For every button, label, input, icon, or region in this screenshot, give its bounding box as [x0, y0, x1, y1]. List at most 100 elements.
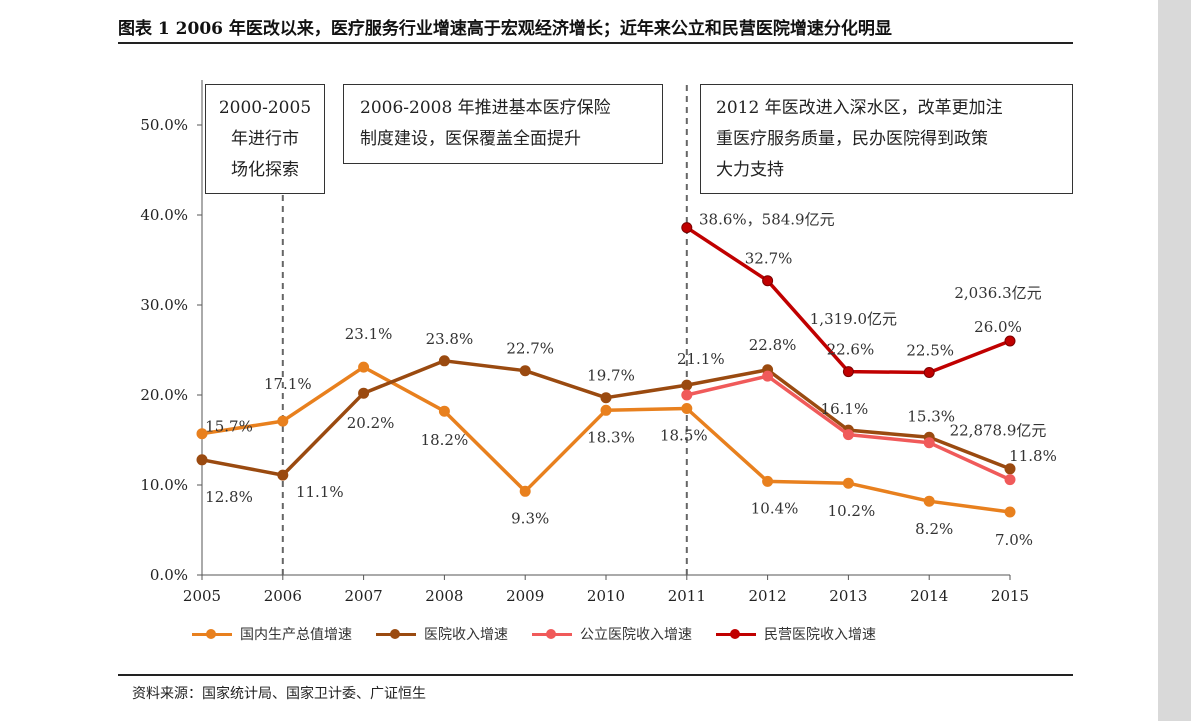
legend-swatch-public: [530, 627, 574, 641]
top-rule: [118, 42, 1073, 44]
data-label-private: 38.6%，584.9亿元: [699, 211, 835, 229]
data-label-gdp: 18.5%: [660, 427, 708, 445]
data-label-gdp: 7.0%: [995, 531, 1033, 549]
data-point-hospital: [196, 454, 208, 466]
data-point-hospital: [277, 469, 289, 481]
data-point-gdp: [762, 475, 774, 487]
x-tick-label: 2007: [345, 587, 383, 605]
data-label-hospital: 20.2%: [347, 414, 395, 432]
y-tick-label: 40.0%: [140, 206, 188, 224]
legend-label-private: 民营医院收入增速: [764, 627, 876, 643]
data-label-public: 22,878.9亿元: [950, 422, 1047, 440]
data-point-hospital: [358, 387, 370, 399]
legend-swatch-private: [714, 627, 758, 641]
data-label-gdp: 10.4%: [751, 499, 799, 517]
annotation-deep-reform: 2012 年医改进入深水区，改革更加注 重医疗服务质量，民办医院得到政策 大力支…: [700, 84, 1073, 194]
legend-label-hospital: 医院收入增速: [424, 627, 508, 643]
data-label-hospital: 12.8%: [205, 488, 253, 506]
data-label-gdp: 9.3%: [511, 509, 549, 527]
value-annotation: 2,036.3亿元: [954, 284, 1041, 302]
data-point-gdp: [600, 404, 612, 416]
annotation-line: 2012 年医改进入深水区，改革更加注: [716, 98, 1003, 118]
annotation-line: 2000-2005: [218, 98, 312, 118]
data-point-gdp: [277, 415, 289, 427]
annotation-insurance-reform: 2006-2008 年推进基本医疗保险 制度建设，医保覆盖全面提升: [343, 84, 663, 164]
data-label-private: 22.6%: [827, 341, 875, 359]
data-label-hospital: 16.1%: [821, 400, 869, 418]
legend-item-hospital: 医院收入增速: [374, 624, 508, 644]
data-label-hospital: 22.7%: [506, 340, 554, 358]
annotation-line: 场化探索: [231, 160, 299, 180]
x-tick-label: 2012: [749, 587, 787, 605]
x-tick-label: 2014: [910, 587, 948, 605]
annotation-line: 重医疗服务质量，民办医院得到政策: [716, 129, 988, 149]
data-point-gdp: [681, 403, 693, 414]
data-point-private: [923, 367, 935, 378]
annotation-line: 制度建设，医保覆盖全面提升: [360, 129, 581, 149]
legend-swatch-gdp: [190, 627, 234, 641]
data-label-private: 26.0%: [974, 318, 1022, 336]
vertical-scrollbar[interactable]: [1158, 0, 1191, 721]
x-tick-label: 2005: [183, 587, 221, 605]
bottom-rule: [118, 674, 1073, 676]
figure-title: 图表 1 2006 年医改以来，医疗服务行业增速高于宏观经济增长；近年来公立和民…: [118, 19, 892, 39]
annotation-line: 2006-2008 年推进基本医疗保险: [360, 98, 611, 118]
data-label-gdp: 23.1%: [345, 325, 393, 343]
data-point-public: [923, 437, 935, 449]
data-point-private: [762, 275, 774, 287]
data-label-hospital: 11.1%: [296, 483, 344, 501]
data-point-hospital: [600, 392, 612, 404]
data-point-gdp: [923, 495, 935, 507]
data-point-public: [1004, 474, 1016, 486]
data-point-public: [681, 389, 693, 401]
y-tick-label: 10.0%: [140, 476, 188, 494]
chart-legend: 国内生产总值增速 医院收入增速 公立医院收入增速 民营医院收入增速: [190, 622, 898, 646]
annotation-market-exploration: 2000-2005 年进行市 场化探索: [205, 84, 325, 194]
data-point-hospital: [438, 355, 450, 367]
x-tick-label: 2010: [587, 587, 625, 605]
data-label-gdp: 18.3%: [587, 428, 635, 446]
data-point-hospital: [519, 365, 531, 377]
data-label-hospital: 15.3%: [907, 407, 955, 425]
data-point-gdp: [519, 485, 531, 497]
data-label-gdp: 8.2%: [915, 520, 953, 538]
x-tick-label: 2011: [668, 587, 706, 605]
data-label-hospital: 22.8%: [749, 336, 797, 354]
legend-swatch-hospital: [374, 627, 418, 641]
data-label-gdp: 10.2%: [828, 502, 876, 520]
data-label-hospital: 19.7%: [587, 367, 635, 385]
x-tick-label: 2006: [264, 587, 302, 605]
data-label-gdp: 15.7%: [205, 418, 253, 436]
legend-label-public: 公立医院收入增速: [580, 627, 692, 643]
data-point-hospital: [681, 379, 693, 391]
legend-item-gdp: 国内生产总值增速: [190, 624, 352, 644]
data-point-gdp: [842, 477, 854, 489]
source-note: 资料来源：国家统计局、国家卫计委、广证恒生: [132, 686, 426, 702]
data-label-private: 32.7%: [745, 250, 793, 268]
data-label-gdp: 17.1%: [264, 375, 312, 393]
y-tick-label: 20.0%: [140, 386, 188, 404]
data-point-gdp: [196, 428, 208, 440]
y-tick-label: 30.0%: [140, 296, 188, 314]
data-point-gdp: [1004, 506, 1016, 518]
legend-item-private: 民营医院收入增速: [714, 624, 876, 644]
x-tick-label: 2009: [506, 587, 544, 605]
data-point-public: [762, 370, 774, 382]
value-annotation: 1,319.0亿元: [810, 310, 897, 328]
data-label-private: 22.5%: [906, 342, 954, 360]
y-tick-label: 0.0%: [150, 566, 188, 584]
legend-item-public: 公立医院收入增速: [530, 624, 692, 644]
data-point-hospital: [1004, 463, 1016, 475]
data-point-private: [681, 222, 693, 234]
data-label-hospital: 23.8%: [426, 330, 474, 348]
annotation-line: 年进行市: [231, 129, 299, 149]
data-point-gdp: [438, 405, 450, 417]
legend-label-gdp: 国内生产总值增速: [240, 627, 352, 643]
data-label-hospital: 21.1%: [677, 350, 725, 368]
data-label-hospital: 11.8%: [1009, 447, 1057, 465]
y-tick-label: 50.0%: [140, 116, 188, 134]
x-tick-label: 2013: [829, 587, 867, 605]
data-point-public: [842, 429, 854, 441]
data-point-private: [842, 366, 854, 378]
